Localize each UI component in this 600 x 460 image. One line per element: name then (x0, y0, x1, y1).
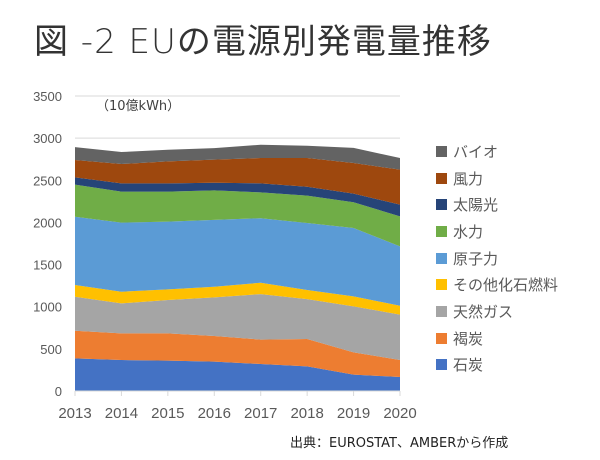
legend-swatch (436, 172, 447, 184)
legend-swatch (436, 332, 447, 344)
x-tick-label: 2018 (290, 405, 323, 422)
legend-swatch (436, 305, 447, 317)
source-note: 出典：EUROSTAT、AMBERから作成 (290, 436, 509, 451)
y-tick-label: 3000 (33, 131, 62, 146)
y-tick-label: 1500 (33, 258, 62, 273)
x-tick-label: 2020 (383, 405, 416, 422)
y-tick-label: 2000 (33, 215, 62, 230)
x-tick-label: 2017 (244, 405, 277, 422)
legend-item: 褐炭 (436, 325, 558, 352)
legend-swatch (436, 199, 447, 211)
legend-item: 太陽光 (436, 191, 558, 218)
legend-item: 水力 (436, 218, 558, 245)
legend-label: その他化石燃料 (453, 276, 559, 295)
area-7 (75, 158, 400, 205)
legend-item: 石炭 (436, 352, 558, 379)
legend-swatch (436, 359, 447, 371)
chart-title: 図 -2 EUの電源別発電量推移 (34, 22, 492, 62)
x-tick-label: 2016 (198, 405, 231, 422)
legend-label: 石炭 (453, 356, 484, 375)
area-0 (75, 358, 400, 391)
area-6 (75, 177, 400, 217)
legend-label: 原子力 (453, 249, 499, 268)
x-tick-label: 2014 (105, 405, 138, 422)
legend-label: 褐炭 (453, 329, 484, 348)
legend-swatch (436, 145, 447, 157)
legend-label: 水力 (453, 222, 484, 241)
legend-label: 風力 (453, 169, 484, 188)
legend-item: 風力 (436, 165, 558, 192)
y-axis: 0 500 1000 1500 2000 2500 3000 3500 (33, 89, 62, 399)
x-tick-label: 2015 (151, 405, 184, 422)
area-8 (75, 144, 400, 170)
area-5 (75, 184, 400, 247)
y-tick-label: 1000 (33, 300, 62, 315)
area-3 (75, 282, 400, 315)
legend-swatch (436, 279, 447, 291)
x-tick-label: 2013 (58, 405, 91, 422)
legend-item: バイオ (436, 138, 558, 165)
legend-label: 太陽光 (453, 196, 499, 215)
legend-swatch (436, 252, 447, 264)
area-layers (75, 144, 400, 391)
legend-swatch (436, 225, 447, 237)
legend: バイオ風力太陽光水力原子力その他化石燃料 天然ガス褐炭石炭 (436, 138, 558, 378)
unit-label: （10億kWh） (96, 98, 180, 114)
legend-item: 天然ガス (436, 298, 558, 325)
y-tick-label: 2500 (33, 173, 62, 188)
legend-label: 天然ガス (453, 302, 514, 321)
y-tick-label: 3500 (33, 89, 62, 104)
x-axis: 2013 2014 2015 2016 2017 2018 2019 2020 (58, 390, 417, 422)
x-tick-label: 2019 (337, 405, 370, 422)
y-tick-label: 0 (55, 384, 62, 399)
area-1 (75, 330, 400, 378)
area-2 (75, 294, 400, 360)
legend-item: 原子力 (436, 245, 558, 272)
legend-label: バイオ (453, 142, 499, 161)
y-tick-label: 500 (40, 342, 62, 357)
legend-item: その他化石燃料 (436, 271, 558, 298)
area-4 (75, 216, 400, 306)
